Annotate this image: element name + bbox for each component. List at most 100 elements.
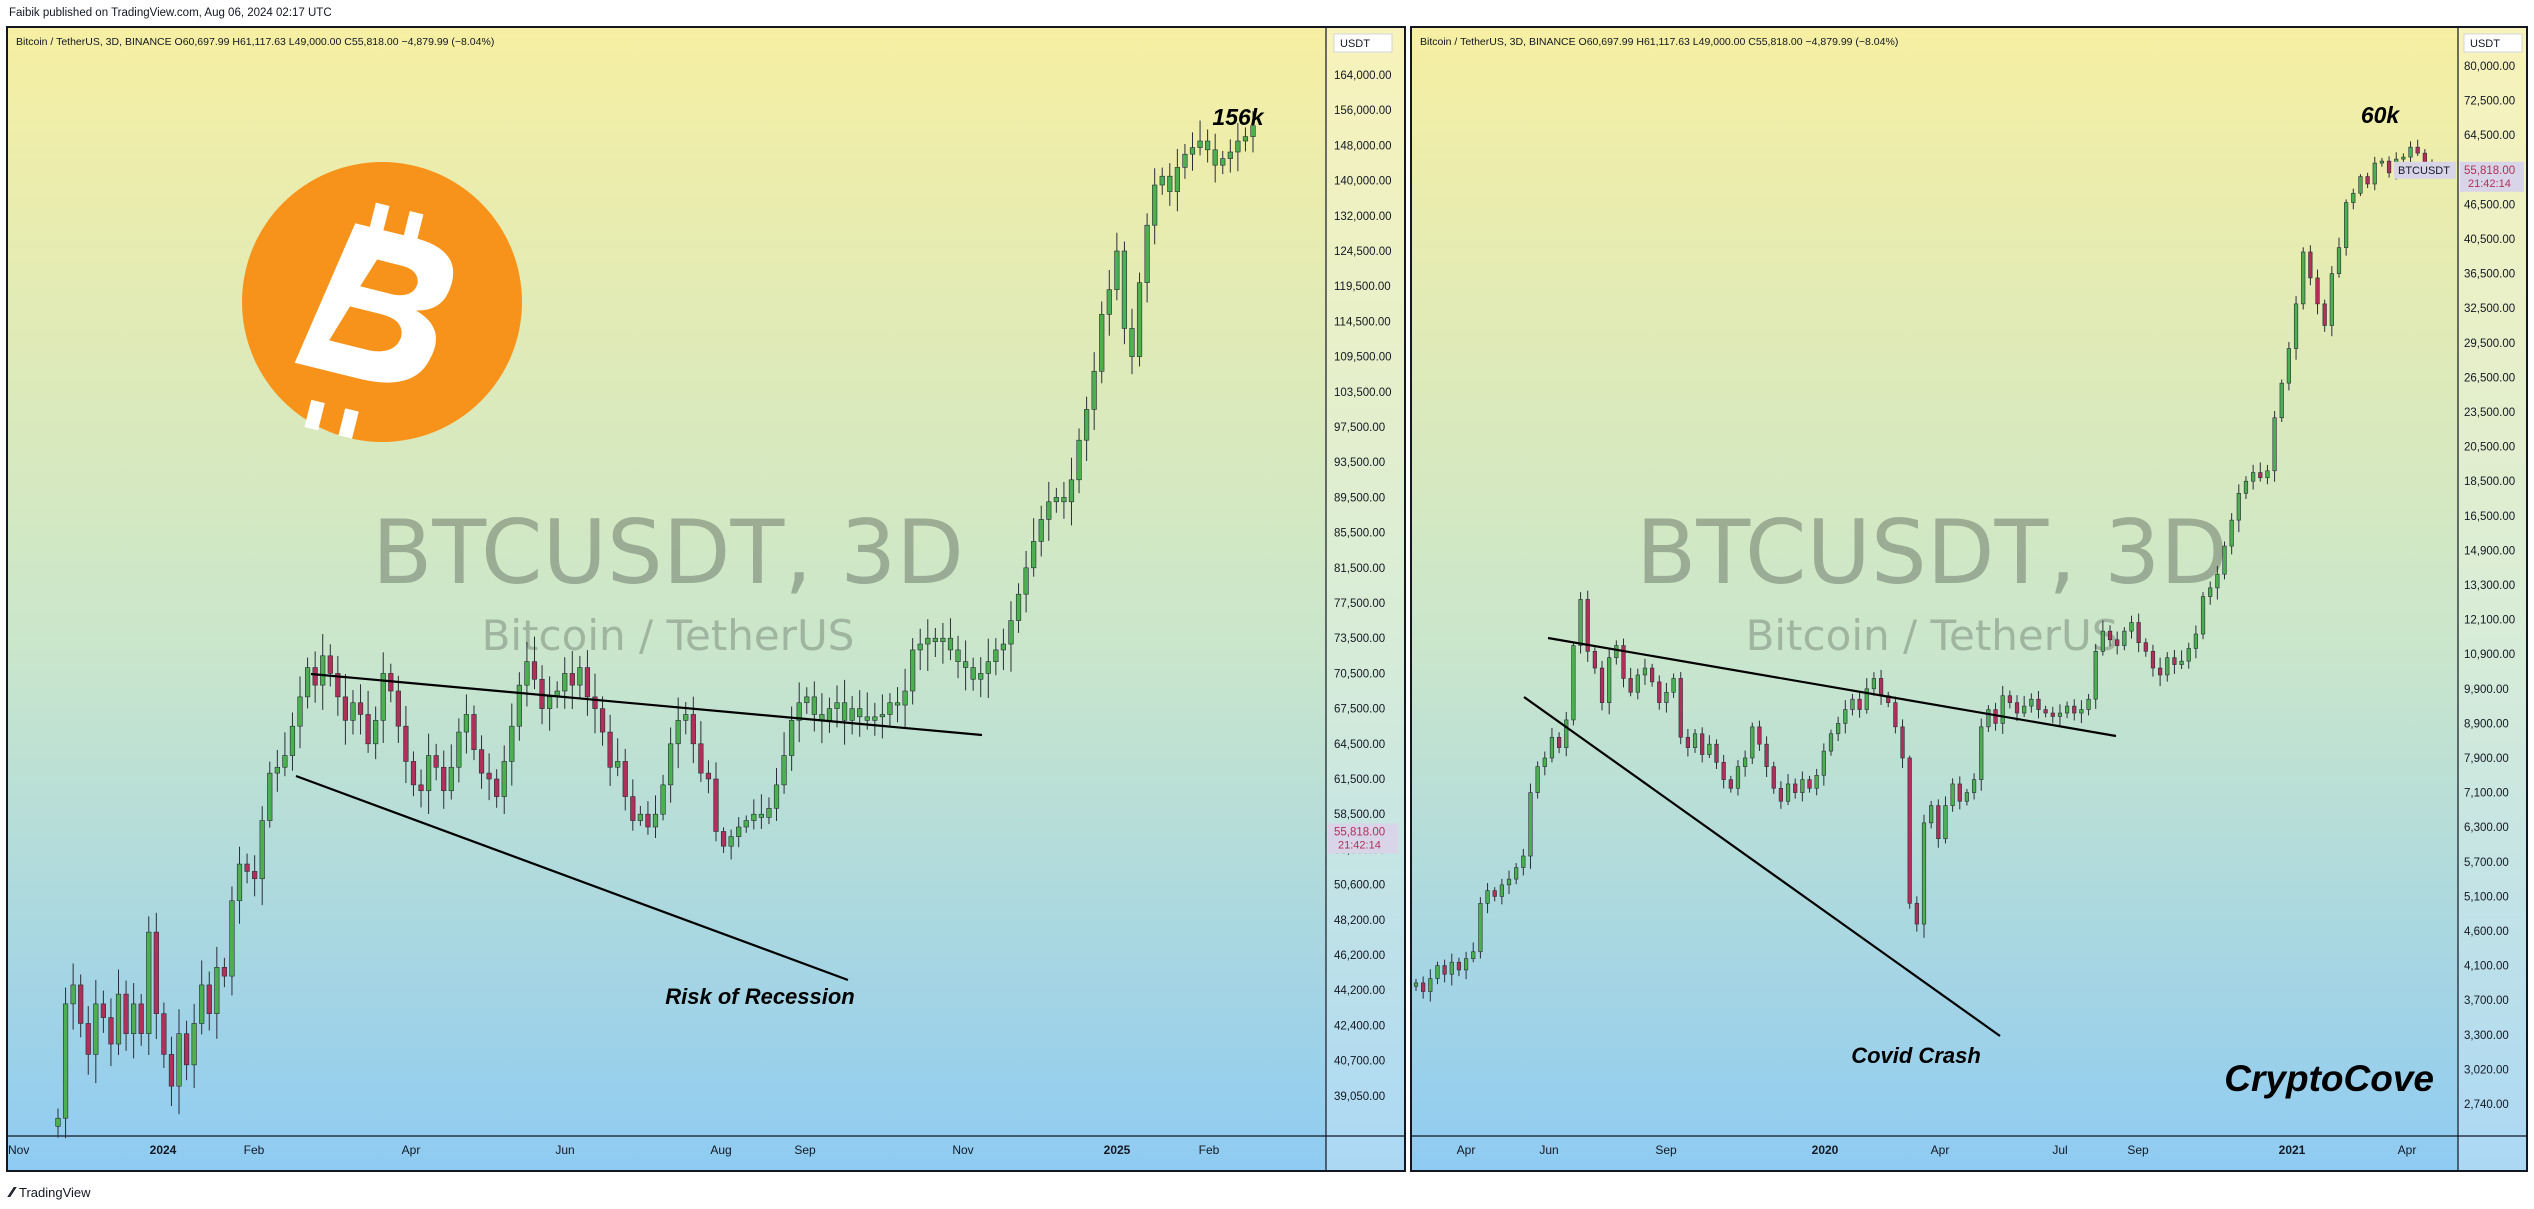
right-candle <box>2272 417 2277 472</box>
right-candle <box>2022 705 2027 714</box>
right-chart-panel[interactable]: BTCUSDT, 3D Bitcoin / TetherUS 60k Covid Cr… <box>1410 26 2528 1172</box>
left-candle <box>153 931 159 1014</box>
left-candle <box>1250 125 1256 137</box>
right-candle <box>1571 645 1576 721</box>
left-candle <box>1038 519 1044 542</box>
left-candle <box>108 1017 114 1045</box>
left-candle <box>970 667 976 680</box>
left-candle <box>100 1003 106 1018</box>
right-candle <box>2379 160 2385 164</box>
bitcoin-b-serif <box>304 399 325 431</box>
right-candle <box>1528 792 1533 857</box>
right-candle <box>1463 958 1469 971</box>
right-y-tick-label: 46,500.00 <box>2464 199 2515 211</box>
right-candle <box>1549 736 1555 759</box>
right-candle <box>2215 573 2220 589</box>
right-candle <box>1685 736 1690 748</box>
right-candle <box>1778 787 1784 802</box>
left-chart[interactable]: BTCUSDT, 3D Bitcoin / TetherUS 156k Risk of… <box>8 28 1404 1170</box>
left-high-label: H61,117.63 <box>232 36 286 48</box>
right-candle <box>1957 783 1962 802</box>
left-candle <box>615 761 621 768</box>
right-watermark-sub: Bitcoin / TetherUS <box>1746 611 2119 660</box>
left-candle <box>289 725 296 756</box>
left-candle <box>1061 497 1067 503</box>
left-candle <box>373 720 379 745</box>
left-candle <box>978 673 984 680</box>
right-candle <box>2186 648 2191 662</box>
right-candle <box>2336 247 2342 274</box>
right-candle <box>2351 192 2356 203</box>
right-chart[interactable]: BTCUSDT, 3D Bitcoin / TetherUS 60k Covid Cr… <box>1412 28 2526 1170</box>
right-candle <box>1635 674 1640 693</box>
right-candle <box>2165 657 2170 676</box>
left-candle <box>894 702 901 706</box>
right-candle <box>1771 766 1776 789</box>
right-candle <box>1914 903 1919 925</box>
left-candle <box>168 1054 175 1087</box>
right-candle <box>1900 726 1905 759</box>
right-candle <box>1621 645 1626 679</box>
left-candle <box>70 984 76 1005</box>
bitcoin-b-serif <box>403 211 424 242</box>
right-candle <box>1893 702 1898 728</box>
left-y-tick-label: 67,500.00 <box>1334 704 1385 716</box>
left-legend: Bitcoin / TetherUS, 3D, BINANCE O60,697.… <box>16 36 494 48</box>
left-candle <box>214 967 220 1014</box>
right-x-tick-label: 2020 <box>1812 1143 1839 1157</box>
left-candle <box>728 836 734 847</box>
left-candle <box>1174 167 1180 192</box>
left-y-tick-label: 85,500.00 <box>1334 528 1385 540</box>
left-y-tick-label: 89,500.00 <box>1334 492 1385 504</box>
right-candle <box>2172 657 2177 665</box>
left-candle <box>834 702 840 709</box>
right-y-tick-label: 13,300.00 <box>2464 580 2515 592</box>
left-candle <box>199 984 205 1024</box>
left-candle <box>599 708 606 733</box>
left-candle <box>335 673 341 698</box>
left-candle <box>925 637 931 645</box>
right-candle <box>1442 965 1447 975</box>
right-y-tick-label: 9,900.00 <box>2464 684 2509 696</box>
left-candle <box>592 696 598 709</box>
left-chart-panel[interactable]: BTCUSDT, 3D Bitcoin / TetherUS 156k Risk of… <box>6 26 1406 1172</box>
right-y-tick-label: 5,100.00 <box>2464 891 2509 903</box>
left-candle <box>478 749 485 774</box>
left-candle <box>577 667 583 686</box>
right-candle <box>2315 277 2320 305</box>
right-candle <box>1421 982 1426 992</box>
right-price-axis <box>2458 28 2526 1170</box>
right-candle <box>1764 743 1769 767</box>
right-watermark: BTCUSDT, 3D <box>1636 501 2228 604</box>
left-candle <box>1182 153 1188 168</box>
left-countdown-label: 21:42:14 <box>1338 839 1381 851</box>
right-y-tick-label: 36,500.00 <box>2464 269 2515 281</box>
right-candle <box>1578 599 1583 646</box>
left-candle <box>221 967 227 977</box>
right-candle <box>2408 146 2413 158</box>
left-candle <box>115 993 122 1045</box>
right-candle <box>1807 779 1812 789</box>
footer-brand[interactable]: TradingView <box>19 1185 91 1200</box>
right-candle <box>2301 251 2306 305</box>
right-candle <box>2079 709 2084 714</box>
right-candle <box>1642 667 1648 676</box>
right-candle <box>2372 162 2377 185</box>
right-candle <box>1556 736 1562 748</box>
right-candle <box>2057 712 2063 717</box>
left-candle <box>380 673 386 721</box>
left-candle <box>274 766 280 774</box>
right-y-tick-label: 5,700.00 <box>2464 857 2509 869</box>
right-candle <box>2007 695 2012 703</box>
left-candle <box>1121 250 1128 329</box>
right-candle <box>1671 678 1676 693</box>
right-candle <box>1471 951 1476 959</box>
right-candle <box>2122 630 2127 646</box>
left-candle <box>917 643 923 651</box>
left-y-tick-label: 70,500.00 <box>1334 668 1385 680</box>
left-candle <box>630 796 636 821</box>
right-target-annotation: 60k <box>2361 102 2401 128</box>
left-y-tick-label: 81,500.00 <box>1334 563 1385 575</box>
right-candle <box>2086 698 2091 710</box>
left-candle <box>426 755 432 792</box>
